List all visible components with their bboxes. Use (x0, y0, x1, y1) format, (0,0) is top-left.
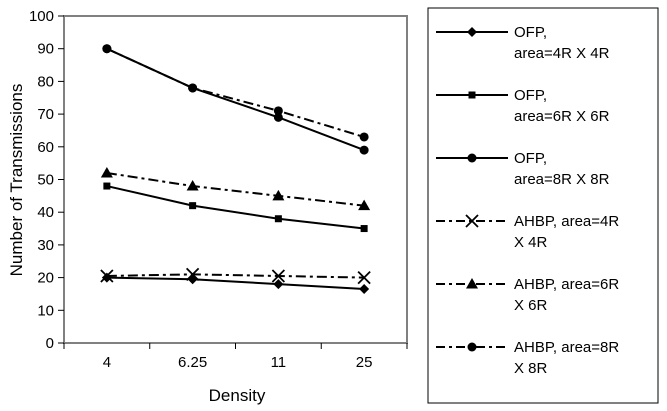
data-point (357, 270, 371, 285)
legend-label: area=6R X 6R (514, 108, 610, 125)
data-point (187, 274, 198, 285)
legend-entry: OFP, area=4R X 4R (436, 24, 610, 62)
legend-marker (466, 278, 478, 289)
x-axis: 4 6.25 11 25 (63, 343, 408, 371)
x-tick-label: 25 (356, 354, 373, 371)
data-point (103, 182, 111, 190)
data-point (185, 267, 200, 281)
data-point (273, 106, 283, 116)
legend-label: OFP, (514, 87, 547, 104)
data-point (101, 272, 112, 283)
legend-label: area=8R X 8R (514, 171, 610, 188)
y-tick-label: 70 (37, 106, 54, 123)
legend-label: AHBP, area=6R (514, 276, 619, 293)
data-point (271, 269, 286, 283)
legend-marker (467, 342, 477, 352)
series-line (106, 47, 365, 152)
legend-entry: AHBP, area=6R X 6R (436, 276, 619, 314)
data-point (189, 202, 197, 210)
series-line (106, 171, 365, 207)
legend-label: X 6R (514, 297, 548, 314)
legend-label: AHBP, area=8R (514, 339, 619, 356)
series-layer (100, 44, 371, 295)
series-line (106, 185, 365, 230)
y-tick-label: 60 (37, 139, 54, 156)
data-point (360, 225, 368, 233)
y-axis-title: Number of Transmissions (7, 84, 26, 277)
data-point (359, 284, 370, 295)
y-tick-label: 100 (29, 8, 54, 25)
y-tick-label: 40 (37, 204, 54, 221)
legend-marker (467, 153, 477, 163)
data-point (274, 215, 282, 223)
legend-marker (465, 214, 479, 228)
legend-label: area=4R X 4R (514, 45, 610, 62)
legend-entry: OFP, area=8R X 8R (436, 150, 610, 188)
legend: OFP, area=4R X 4R OFP, area=6R X 6R OFP, area… (436, 24, 619, 377)
y-tick-label: 30 (37, 237, 54, 254)
legend-entry: AHBP, area=8R X 8R (436, 339, 619, 377)
series-5 (100, 166, 371, 211)
series-line (106, 276, 365, 291)
x-axis-title: Density (209, 386, 266, 405)
series-2 (103, 182, 368, 233)
legend-marker (468, 91, 476, 99)
data-point (188, 83, 198, 93)
series-line (106, 47, 365, 138)
data-point (273, 112, 283, 122)
legend-entry: AHBP, area=4R X 4R (436, 213, 619, 251)
plot-frame (63, 15, 408, 344)
series-4 (100, 267, 371, 285)
legend-label: OFP, (514, 150, 547, 167)
x-tick-label: 4 (103, 354, 111, 371)
data-point (100, 269, 114, 283)
series-1 (101, 272, 370, 295)
y-axis: 0 10 20 30 40 50 60 70 80 90 100 (29, 8, 64, 352)
data-point (273, 279, 284, 290)
data-point (272, 189, 285, 201)
series-line (106, 273, 365, 279)
x-tick-label: 11 (271, 354, 287, 371)
legend-marker (467, 27, 477, 37)
data-point (186, 180, 199, 191)
series-6 (102, 44, 369, 142)
legend-label: X 4R (514, 234, 548, 251)
y-tick-label: 80 (37, 73, 54, 90)
legend-label: OFP, (514, 24, 547, 41)
legend-label: AHBP, area=4R (514, 213, 619, 230)
data-point (102, 44, 112, 54)
series-3 (102, 44, 369, 155)
legend-entry: OFP, area=6R X 6R (436, 87, 610, 125)
data-point (100, 166, 113, 178)
legend-box (427, 7, 659, 404)
y-tick-label: 20 (37, 270, 54, 287)
y-tick-label: 50 (37, 172, 54, 189)
data-point (358, 199, 371, 211)
data-point (359, 145, 369, 155)
legend-label: X 8R (514, 360, 548, 377)
y-tick-label: 0 (46, 335, 54, 352)
data-point (359, 132, 369, 142)
y-tick-label: 10 (37, 302, 54, 319)
y-tick-label: 90 (37, 41, 54, 58)
x-tick-label: 6.25 (178, 354, 207, 371)
